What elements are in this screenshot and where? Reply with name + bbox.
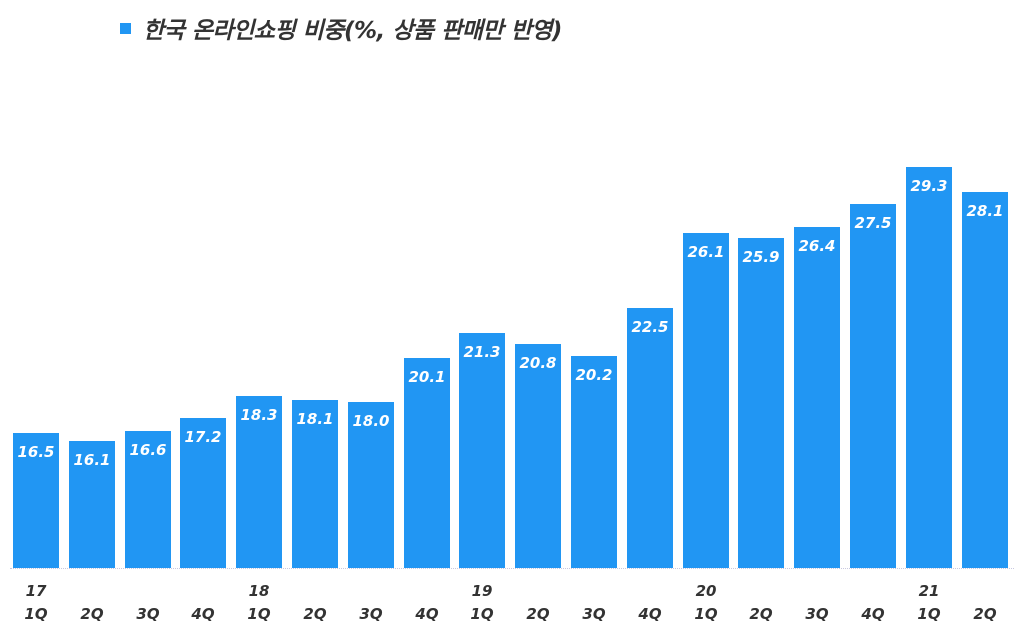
x-axis-quarter-label: 2Q (80, 605, 104, 623)
bar-value-label: 16.5 (17, 443, 55, 461)
x-axis-quarter-label: 2Q (973, 605, 997, 623)
bar (794, 227, 840, 568)
x-axis-year-label: 21 (918, 582, 940, 600)
bar-value-label: 26.1 (687, 243, 725, 261)
x-axis-quarter-label: 2Q (303, 605, 327, 623)
legend-label: 한국 온라인쇼핑 비중(%, 상품 판매만 반영) (143, 18, 562, 44)
bar-value-label: 27.5 (854, 214, 892, 232)
x-axis-quarter-label: 4Q (638, 605, 662, 623)
x-axis-quarter-label: 2Q (526, 605, 550, 623)
x-axis-quarter-label: 3Q (582, 605, 606, 623)
bar-value-label: 29.3 (910, 177, 948, 195)
bar (627, 308, 673, 568)
bar (515, 344, 561, 568)
bar (292, 400, 338, 568)
bar-value-label: 16.1 (73, 451, 111, 469)
bar-value-label: 18.0 (352, 412, 390, 430)
bar (738, 238, 784, 568)
bar (906, 167, 952, 568)
bar (348, 402, 394, 568)
x-axis-year-label: 18 (248, 582, 270, 600)
x-axis-year-label: 20 (695, 582, 717, 600)
x-axis-year-label: 19 (471, 582, 493, 600)
x-axis-quarter-label: 4Q (861, 605, 885, 623)
bar-value-label: 16.6 (129, 441, 167, 459)
x-axis-quarter-label: 4Q (191, 605, 215, 623)
bar (125, 431, 171, 568)
x-axis-quarter-label: 1Q (694, 605, 718, 623)
bar-value-label: 21.3 (463, 343, 501, 361)
bar (962, 192, 1008, 568)
bar-value-label: 20.8 (519, 354, 557, 372)
bar (683, 233, 729, 568)
bar-value-label: 18.3 (240, 406, 278, 424)
x-axis-quarter-label: 1Q (247, 605, 271, 623)
x-axis-quarter-label: 1Q (917, 605, 941, 623)
x-axis-quarter-label: 1Q (24, 605, 48, 623)
bar (236, 396, 282, 568)
x-axis-quarter-label: 2Q (749, 605, 773, 623)
legend-swatch-icon (120, 22, 131, 34)
bar (13, 433, 59, 568)
bar (69, 441, 115, 568)
bar-value-label: 17.2 (184, 428, 222, 446)
bar-value-label: 20.1 (408, 368, 446, 386)
chart-legend: 한국 온라인쇼핑 비중(%, 상품 판매만 반영) (120, 10, 562, 46)
x-axis-quarter-label: 4Q (415, 605, 439, 623)
bar (850, 204, 896, 568)
bar (571, 356, 617, 568)
bar-value-label: 25.9 (742, 248, 780, 266)
bar-value-label: 20.2 (575, 366, 613, 384)
bar (180, 418, 226, 568)
x-axis-quarter-label: 3Q (805, 605, 829, 623)
x-axis-year-label: 17 (25, 582, 47, 600)
bar-value-label: 26.4 (798, 237, 836, 255)
x-axis-quarter-label: 3Q (359, 605, 383, 623)
x-axis-quarter-label: 1Q (470, 605, 494, 623)
bar (404, 358, 450, 568)
x-axis-quarter-label: 3Q (136, 605, 160, 623)
x-axis-baseline (10, 568, 1014, 569)
bar (459, 333, 505, 568)
bar-value-label: 28.1 (966, 202, 1004, 220)
bar-value-label: 18.1 (296, 410, 334, 428)
bar-value-label: 22.5 (631, 318, 669, 336)
